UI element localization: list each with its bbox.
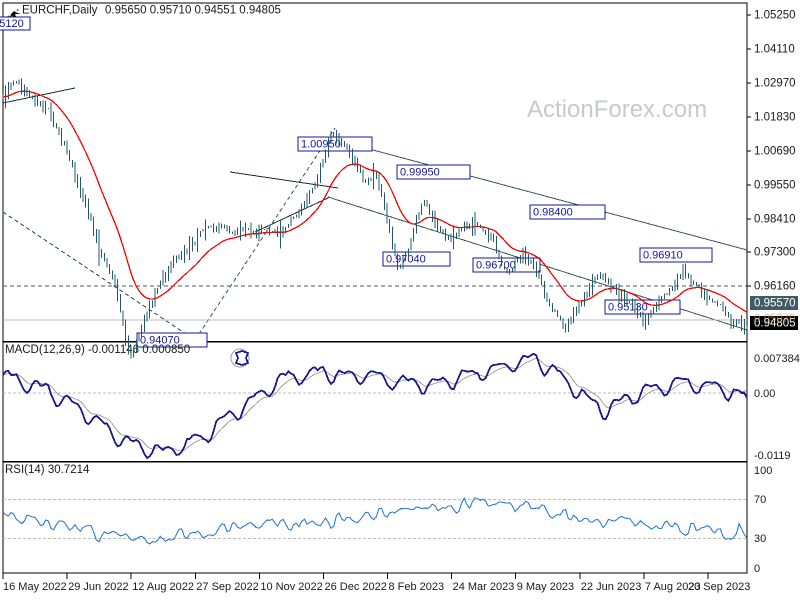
svg-text:1.00690: 1.00690 — [754, 146, 796, 158]
svg-text:0.95130: 0.95130 — [608, 302, 648, 314]
svg-text:20 Sep 2023: 20 Sep 2023 — [688, 581, 750, 593]
svg-text:1.01830: 1.01830 — [754, 112, 796, 124]
svg-text:100: 100 — [754, 465, 772, 477]
svg-text:1.05250: 1.05250 — [754, 10, 796, 22]
svg-text:8 Feb 2023: 8 Feb 2023 — [389, 581, 445, 593]
svg-text:0.97300: 0.97300 — [754, 247, 796, 259]
svg-text:RSI(14) 30.7214: RSI(14) 30.7214 — [5, 464, 90, 476]
svg-text:10 Nov 2022: 10 Nov 2022 — [260, 581, 322, 593]
svg-text:0.98400: 0.98400 — [533, 207, 573, 219]
svg-text:0.99950: 0.99950 — [400, 167, 440, 179]
svg-text:1.02970: 1.02970 — [754, 78, 796, 90]
svg-text:EURCHF,Daily: EURCHF,Daily — [22, 5, 98, 17]
svg-text:26 Dec 2022: 26 Dec 2022 — [325, 581, 387, 593]
svg-text:0.007384: 0.007384 — [754, 353, 800, 365]
svg-text:0.96910: 0.96910 — [643, 250, 683, 262]
svg-text:30: 30 — [754, 533, 766, 545]
svg-text:24 Mar 2023: 24 Mar 2023 — [453, 581, 515, 593]
svg-text:70: 70 — [754, 494, 766, 506]
svg-text:22 Jun 2023: 22 Jun 2023 — [581, 581, 642, 593]
svg-text:27 Sep 2022: 27 Sep 2022 — [196, 581, 258, 593]
svg-text:1.05120: 1.05120 — [0, 18, 24, 30]
svg-text:16 May 2022: 16 May 2022 — [3, 581, 67, 593]
svg-text:29 Jun 2022: 29 Jun 2022 — [68, 581, 129, 593]
svg-text:0.98410: 0.98410 — [754, 214, 796, 226]
svg-text:0: 0 — [754, 563, 760, 575]
svg-text:-0.0119: -0.0119 — [754, 450, 791, 462]
svg-text:12 Aug 2022: 12 Aug 2022 — [132, 581, 194, 593]
svg-text:0.95570: 0.95570 — [754, 298, 796, 310]
svg-text:ActionForex.com: ActionForex.com — [527, 96, 707, 123]
svg-text:0.00: 0.00 — [754, 388, 775, 400]
svg-text:1.04110: 1.04110 — [754, 44, 795, 56]
svg-text:MACD(12,26,9) -0.001146 0.0008: MACD(12,26,9) -0.001146 0.000850 — [5, 344, 190, 356]
svg-text:0.99550: 0.99550 — [754, 180, 796, 192]
svg-text:0.96160: 0.96160 — [754, 281, 796, 293]
svg-text:0.95650 0.95710 0.94551 0.9480: 0.95650 0.95710 0.94551 0.94805 — [105, 5, 281, 17]
svg-text:9 May 2023: 9 May 2023 — [517, 581, 574, 593]
svg-text:1.00950: 1.00950 — [301, 139, 341, 151]
svg-text:0.95070: 0.95070 — [754, 313, 796, 325]
